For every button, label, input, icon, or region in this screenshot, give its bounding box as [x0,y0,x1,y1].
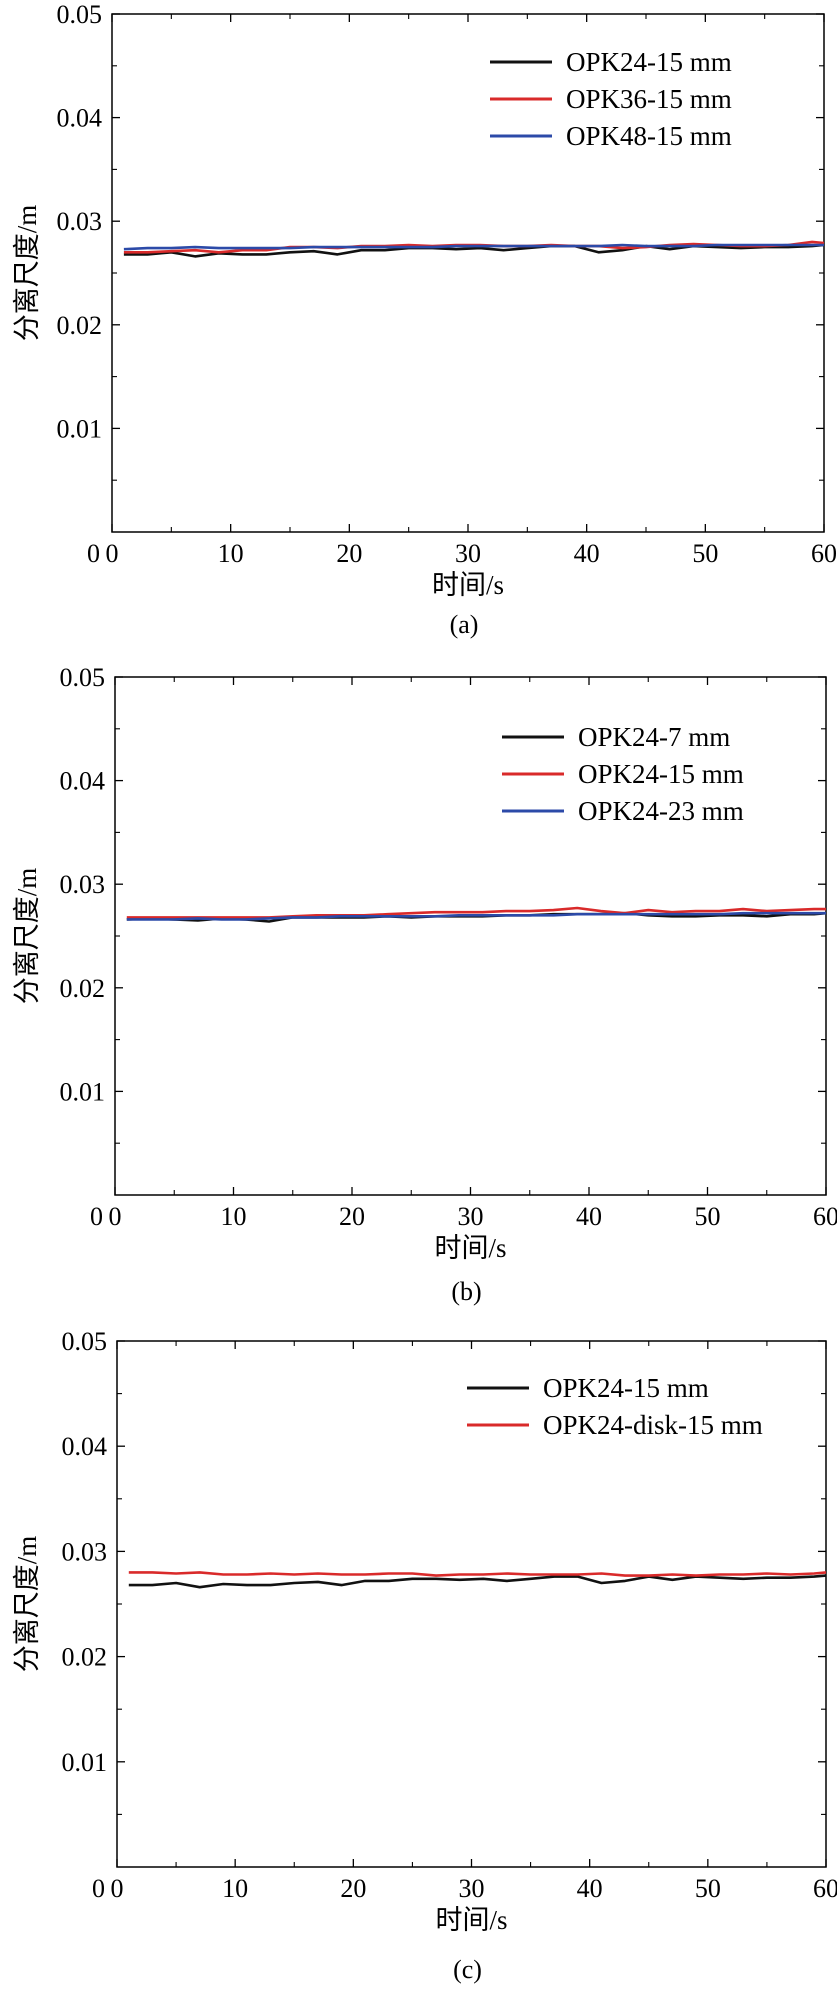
y-axis-title: 分离尺度/m [12,205,42,342]
series-line [123,243,825,258]
legend-label: OPK24-15 mm [566,47,732,77]
y-tick-label: 0.01 [57,414,103,443]
series-line [126,906,826,919]
x-origin-label: 0 [92,1874,105,1903]
chart-panel-b: 0 10 20 30 40 50 60 0 0.01 0.02 0.03 0.04 0.05 时间/s 分离… [12,663,837,1306]
x-tick-label: 20 [336,539,362,568]
y-tick-label: 0.03 [57,207,103,236]
y-tick-label: 0.05 [62,1327,108,1356]
legend-label: OPK24-23 mm [578,796,744,826]
series-line [128,1571,827,1577]
x-origin-label: 0 [90,1202,103,1231]
series-line [128,1574,827,1589]
y-tick-label: 0.01 [62,1748,108,1777]
y-tick-label: 0.05 [60,663,106,692]
x-tick-label: 0 [109,1202,122,1231]
legend-label: OPK24-15 mm [578,759,744,789]
y-tick-label: 0.02 [60,974,106,1003]
legend-label: OPK24-disk-15 mm [543,1410,763,1440]
x-axis-title: 时间/s [434,1233,506,1263]
y-tick-label: 0.04 [60,767,106,796]
x-origin-label: 0 [87,539,100,568]
legend-label: OPK24-7 mm [578,722,730,752]
x-tick-label: 10 [218,539,244,568]
chart-panel-c: 0 10 20 30 40 50 60 0 0.01 0.02 0.03 0.04 0.05 时间/s 分离… [12,1327,837,1984]
x-tick-label: 30 [455,539,481,568]
y-tick-label: 0.02 [57,311,103,340]
x-tick-label: 0 [111,1874,124,1903]
x-tick-label: 30 [458,1202,484,1231]
y-tick-label: 0.03 [60,870,106,899]
y-axis-title: 分离尺度/m [12,868,42,1005]
x-axis-title: 时间/s [432,570,504,600]
x-tick-label: 60 [813,1202,837,1231]
legend-label: OPK48-15 mm [566,121,732,151]
panel-caption: (a) [450,610,479,639]
y-tick-label: 0.02 [62,1643,108,1672]
x-tick-label: 40 [576,1202,602,1231]
x-tick-label: 20 [339,1202,365,1231]
y-tick-label: 0.01 [60,1077,106,1106]
series-line [123,243,824,251]
legend-label: OPK36-15 mm [566,84,732,114]
legend-label: OPK24-15 mm [543,1373,709,1403]
x-tick-label: 50 [692,539,718,568]
panel-caption: (b) [451,1277,481,1306]
y-axis-title: 分离尺度/m [12,1536,42,1673]
y-tick-label: 0.03 [62,1537,108,1566]
x-tick-label: 0 [106,539,119,568]
x-tick-label: 10 [221,1202,247,1231]
x-tick-label: 10 [222,1874,248,1903]
x-tick-label: 40 [574,539,600,568]
x-tick-label: 40 [577,1874,603,1903]
x-tick-label: 50 [695,1874,721,1903]
series-line [126,911,826,921]
plot-frame [114,676,827,1196]
panel-caption: (c) [453,1955,482,1984]
x-tick-label: 20 [340,1874,366,1903]
x-tick-label: 50 [695,1202,721,1231]
x-tick-label: 60 [811,539,837,568]
x-tick-label: 60 [813,1874,837,1903]
y-tick-label: 0.05 [57,0,103,29]
y-tick-label: 0.04 [62,1432,108,1461]
y-tick-label: 0.04 [57,104,103,133]
chart-panel-a: 0 10 20 30 40 50 60 0 0.01 0.02 0.03 0.04 0.05 时间/s 分离… [12,0,837,639]
x-axis-title: 时间/s [435,1905,507,1935]
x-tick-label: 30 [459,1874,485,1903]
